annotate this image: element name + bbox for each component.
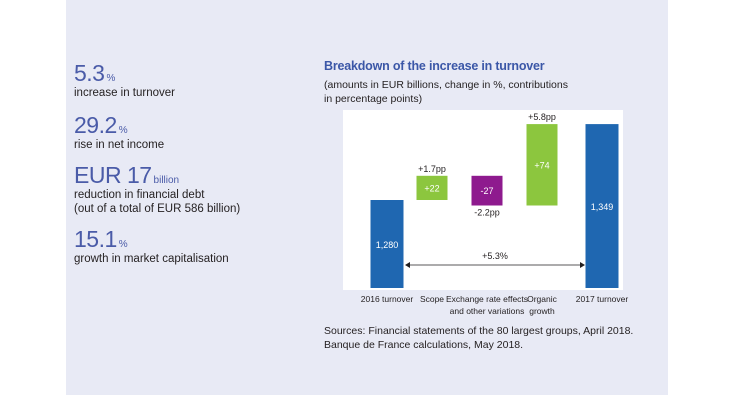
category-label-2: Exchange rate effects bbox=[446, 294, 528, 304]
kpi-net-income: 29.2% rise in net income bbox=[74, 114, 164, 152]
bar-1 bbox=[416, 175, 448, 200]
total-change-label: +5.3% bbox=[482, 251, 508, 261]
kpi-unit: % bbox=[118, 125, 128, 136]
data-label-1: +22 bbox=[424, 183, 439, 193]
contribution-label-1: +1.7pp bbox=[418, 164, 446, 174]
bar-3 bbox=[526, 124, 558, 206]
category-label-1: Scope bbox=[420, 294, 444, 304]
data-label-4: 1,349 bbox=[591, 202, 614, 212]
source-note: Sources: Financial statements of the 80 … bbox=[324, 325, 634, 351]
category-label-3-1: growth bbox=[529, 306, 555, 316]
kpi-value: 5.3 bbox=[74, 60, 105, 86]
kpi-turnover: 5.3% increase in turnover bbox=[74, 62, 175, 100]
chart-title: Breakdown of the increase in turnover bbox=[324, 59, 545, 73]
kpi-value: 15.1 bbox=[74, 226, 117, 252]
kpi-market-cap: 15.1% growth in market capitalisation bbox=[74, 228, 229, 266]
kpi-unit: % bbox=[106, 73, 116, 84]
kpi-value: 29.2 bbox=[74, 112, 117, 138]
kpi-unit: billion bbox=[153, 175, 180, 186]
data-label-2: -27 bbox=[480, 186, 493, 196]
waterfall-chart: 1,280 2016 turnover +22 +1.7pp Scope -27 -2.2p… bbox=[361, 112, 629, 316]
contribution-label-3: +5.8pp bbox=[528, 112, 556, 122]
arrow-head-left bbox=[405, 262, 410, 268]
kpi-value: EUR 17 bbox=[74, 162, 152, 188]
category-label-0: 2016 turnover bbox=[361, 294, 414, 304]
infographic-panel: 5.3% increase in turnover 29.2% rise in … bbox=[66, 0, 668, 395]
arrow-head-right bbox=[580, 262, 585, 268]
kpi-financial-debt: EUR 17 billion reduction in financial deb… bbox=[74, 164, 240, 216]
kpi-description: rise in net income bbox=[74, 139, 165, 151]
kpi-unit: % bbox=[118, 239, 128, 250]
data-label-3: +74 bbox=[534, 160, 549, 170]
category-label-3: Organic bbox=[527, 294, 558, 304]
category-label-4: 2017 turnover bbox=[576, 294, 629, 304]
chart-subtitle: (amounts in EUR billions, change in %, c… bbox=[324, 79, 568, 105]
category-label-2-1: and other variations bbox=[450, 306, 525, 316]
data-label-0: 1,280 bbox=[376, 240, 399, 250]
bar-0 bbox=[370, 200, 404, 288]
bar-2 bbox=[471, 175, 503, 206]
kpi-description: growth in market capitalisation bbox=[74, 253, 229, 265]
kpi-description: increase in turnover bbox=[74, 87, 175, 99]
kpi-description: reduction in financial debt (out of a to… bbox=[74, 189, 241, 215]
contribution-label-2: -2.2pp bbox=[474, 208, 500, 218]
bar-4 bbox=[585, 124, 619, 288]
